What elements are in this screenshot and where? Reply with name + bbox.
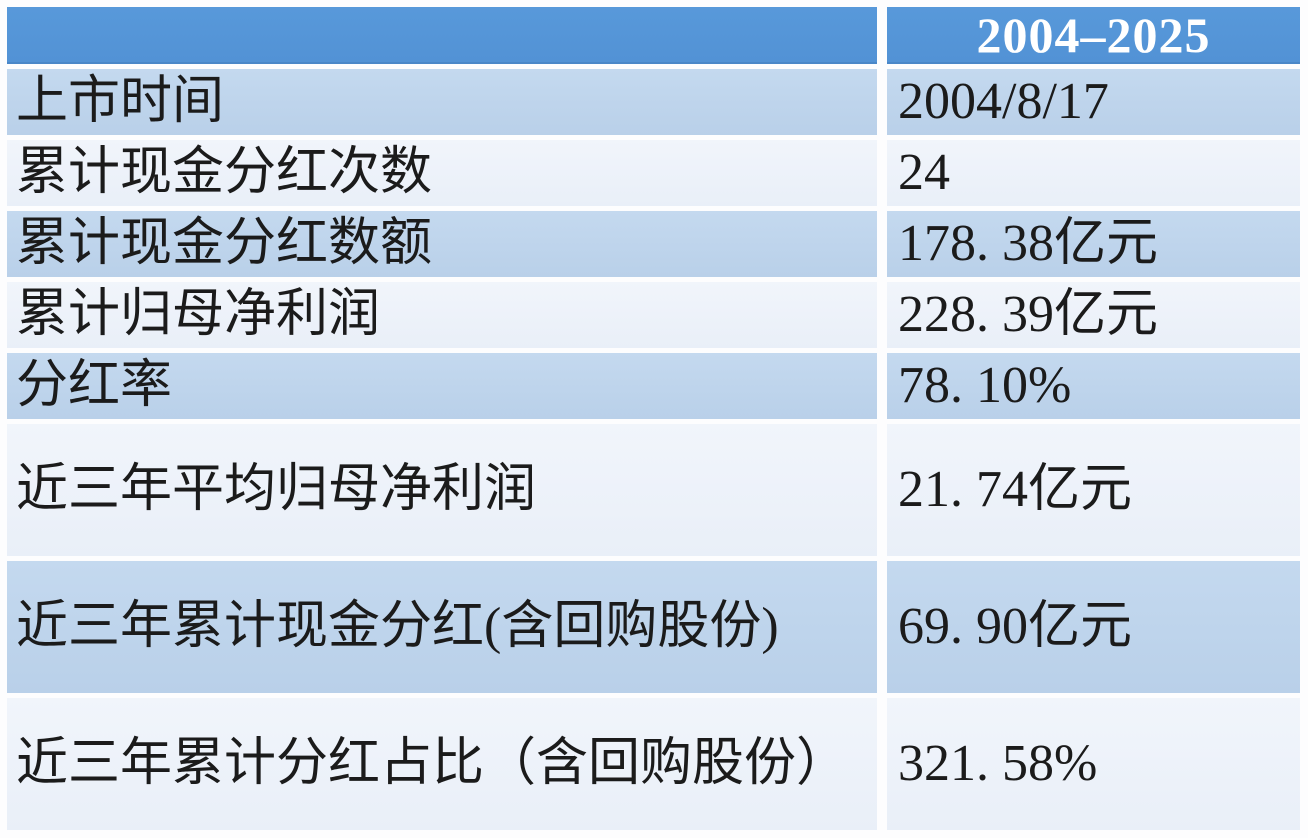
row-label-dividend-total: 累计现金分红数额 <box>7 211 877 277</box>
row-value-net-profit-total: 228. 39亿元 <box>887 282 1300 348</box>
row-label-avg-net-profit-3y: 近三年平均归母净利润 <box>7 424 877 556</box>
row-value-avg-net-profit-3y: 21. 74亿元 <box>887 424 1300 556</box>
row-label-net-profit-total: 累计归母净利润 <box>7 282 877 348</box>
header-cell-period: 2004–2025 <box>887 7 1300 64</box>
row-value-payout-ratio-3y-incl-buyback: 321. 58% <box>887 698 1300 830</box>
row-label-payout-ratio-3y-incl-buyback: 近三年累计分红占比（含回购股份） <box>7 698 877 830</box>
header-cell-label <box>7 7 877 64</box>
row-label-dividend-3y-incl-buyback: 近三年累计现金分红(含回购股份) <box>7 561 877 693</box>
row-value-dividend-3y-incl-buyback: 69. 90亿元 <box>887 561 1300 693</box>
row-label-payout-ratio: 分红率 <box>7 353 877 419</box>
row-label-dividend-count: 累计现金分红次数 <box>7 140 877 206</box>
row-value-dividend-total: 178. 38亿元 <box>887 211 1300 277</box>
row-label-listing-date: 上市时间 <box>7 69 877 135</box>
dividend-table: 2004–2025 上市时间 2004/8/17 累计现金分红次数 24 累计现… <box>7 7 1300 830</box>
row-value-dividend-count: 24 <box>887 140 1300 206</box>
row-value-listing-date: 2004/8/17 <box>887 69 1300 135</box>
row-value-payout-ratio: 78. 10% <box>887 353 1300 419</box>
